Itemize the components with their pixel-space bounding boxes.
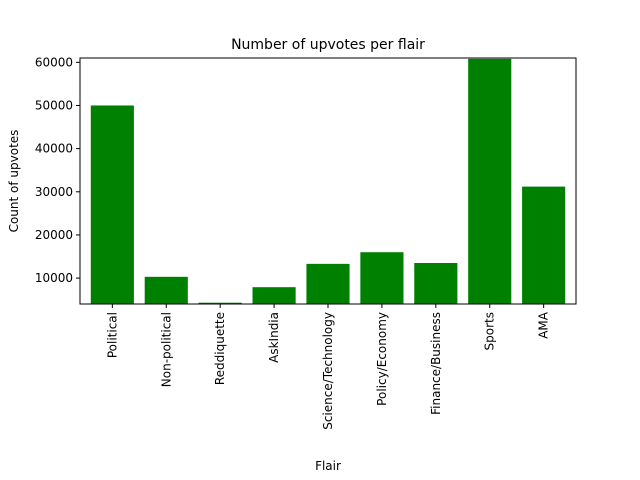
y-tick-label-30000: 30000 [35, 185, 73, 199]
y-tick-label-60000: 60000 [35, 55, 73, 69]
bar-sports [468, 58, 512, 304]
bar-non-political [144, 276, 188, 304]
x-tick-label-reddiquette: Reddiquette [213, 312, 227, 385]
y-axis-label: Count of upvotes [7, 130, 21, 233]
chart-title: Number of upvotes per flair [231, 37, 425, 53]
y-tick-label-50000: 50000 [35, 98, 73, 112]
bar-askindia [252, 287, 296, 304]
bar-policy-economy [360, 252, 404, 304]
x-tick-label-sports: Sports [483, 312, 497, 350]
x-tick-label-science-technology: Science/Technology [321, 312, 335, 430]
x-tick-label-political: Political [105, 312, 119, 358]
y-tick-label-10000: 10000 [35, 271, 73, 285]
x-tick-label-finance-business: Finance/Business [429, 312, 443, 415]
y-axis: 10000 20000 30000 40000 50000 60000 [35, 55, 80, 285]
x-tick-label-ama: AMA [537, 311, 551, 339]
bar-finance-business [414, 263, 458, 304]
x-tick-label-policy-economy: Policy/Economy [375, 312, 389, 406]
y-tick-label-20000: 20000 [35, 228, 73, 242]
x-tick-label-askindia: AskIndia [267, 312, 281, 363]
bar-reddiquette [198, 302, 242, 304]
x-axis-label: Flair [315, 459, 341, 473]
bars-group [90, 58, 566, 304]
y-tick-label-40000: 40000 [35, 142, 73, 156]
x-tick-label-non-political: Non-political [159, 312, 173, 387]
bar-ama [522, 186, 566, 304]
bar-science-technology [306, 263, 350, 304]
x-axis: Political Non-political Reddiquette AskIndi… [105, 304, 551, 430]
bar-political [90, 105, 134, 304]
